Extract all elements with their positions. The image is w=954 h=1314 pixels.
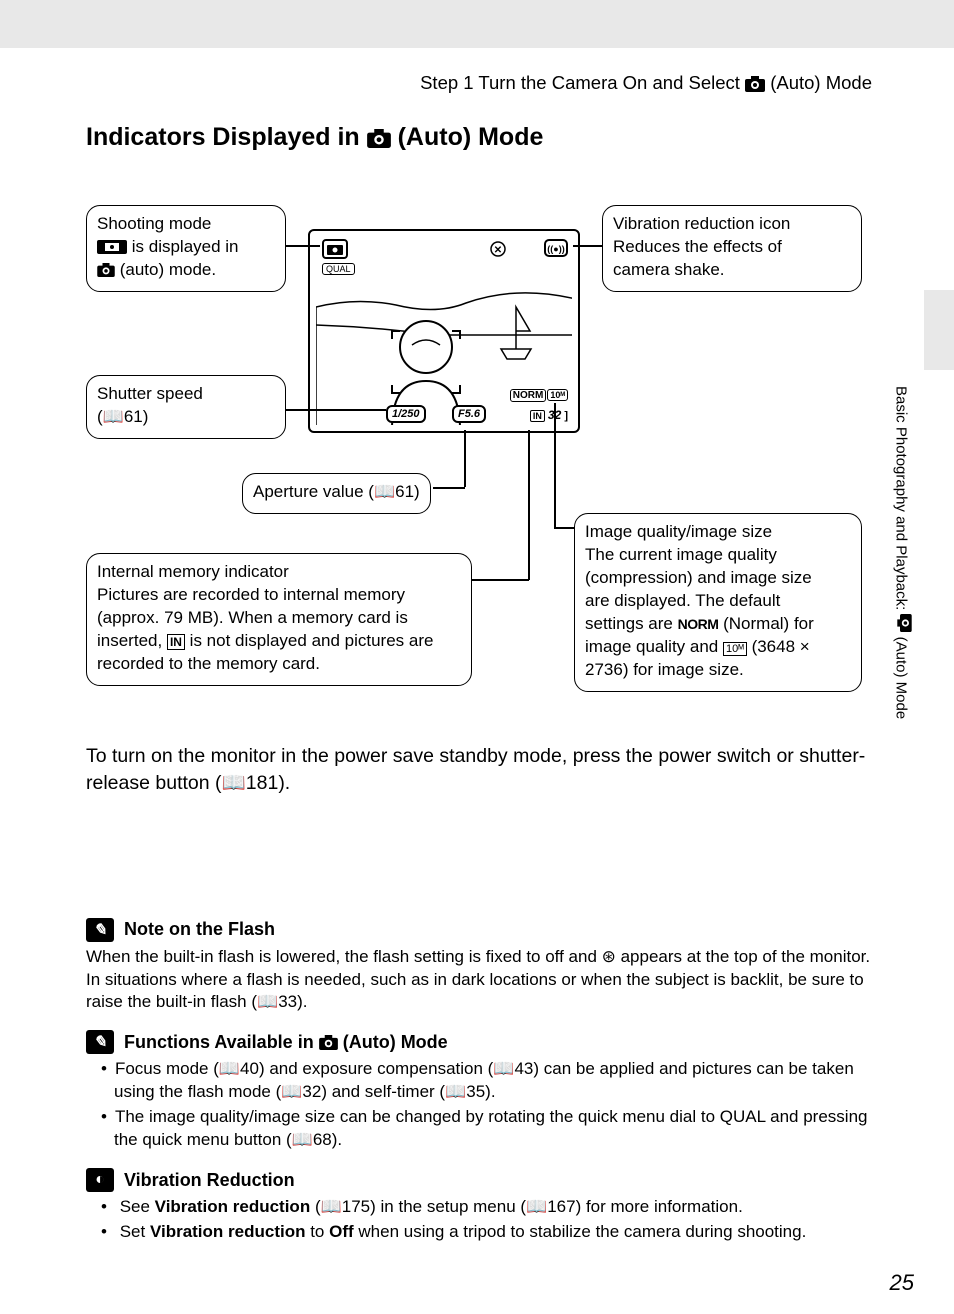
leader-line bbox=[554, 527, 574, 529]
body-paragraph: To turn on the monitor in the power save… bbox=[86, 743, 882, 798]
note-title: Functions Available in (Auto) Mode bbox=[124, 1032, 448, 1053]
callout-line: (compression) and image size bbox=[585, 567, 851, 590]
callout-line: settings are NORM (Normal) for bbox=[585, 613, 851, 636]
note-header: ✎ Note on the Flash bbox=[86, 918, 882, 942]
callout-line: (auto) mode. bbox=[97, 259, 275, 282]
callout-line: is displayed in bbox=[97, 236, 275, 259]
leader-line bbox=[573, 245, 603, 247]
norm-text-icon: NORM bbox=[678, 616, 719, 632]
callout-line: The current image quality bbox=[585, 544, 851, 567]
norm-size-indicator: NORM10ᴹ bbox=[510, 389, 568, 401]
camera-icon bbox=[367, 126, 391, 155]
callout-line: Internal memory indicator bbox=[97, 561, 461, 584]
note-title: Vibration Reduction bbox=[124, 1170, 295, 1191]
note-list: Focus mode (📖40) and exposure compensati… bbox=[86, 1058, 882, 1152]
callout-shooting-mode: Shooting mode is displayed in (auto) mod… bbox=[86, 205, 286, 292]
lcd-screen: QUAL ✕ ((●)) 1/250 F5.6 NORM10ᴹ IN 32 ] bbox=[308, 229, 580, 433]
leader-line bbox=[464, 430, 466, 487]
list-item: The image quality/image size can be chan… bbox=[86, 1106, 882, 1152]
callout-line: image quality and 10ᴹ (3648 × bbox=[585, 636, 851, 659]
list-item: Set Vibration reduction to Off when usin… bbox=[86, 1221, 882, 1244]
note-body: When the built-in flash is lowered, the … bbox=[86, 946, 882, 1015]
in-icon: IN bbox=[167, 634, 185, 650]
leader-line bbox=[554, 403, 556, 527]
note-vr: ◐ Vibration Reduction See Vibration redu… bbox=[86, 1168, 882, 1244]
leader-line bbox=[433, 487, 465, 489]
note-list: See Vibration reduction (📖175) in the se… bbox=[86, 1196, 882, 1244]
svg-text:((●)): ((●)) bbox=[547, 244, 564, 254]
info-icon: ◐ bbox=[86, 1168, 114, 1192]
step-text-post: (Auto) Mode bbox=[770, 72, 872, 93]
camera-icon bbox=[745, 75, 765, 97]
note-flash: ✎ Note on the Flash When the built-in fl… bbox=[86, 918, 882, 1015]
callout-line: recorded to the memory card. bbox=[97, 653, 461, 676]
step-header: Step 1 Turn the Camera On and Select (Au… bbox=[86, 72, 882, 97]
aperture-value: F5.6 bbox=[452, 405, 486, 423]
vr-indicator: ((●)) bbox=[544, 239, 568, 260]
note-header: ◐ Vibration Reduction bbox=[86, 1168, 882, 1192]
callout-line: (approx. 79 MB). When a memory card is bbox=[97, 607, 461, 630]
list-item: Focus mode (📖40) and exposure compensati… bbox=[86, 1058, 882, 1104]
svg-text:✕: ✕ bbox=[494, 245, 502, 256]
flash-off-indicator: ✕ bbox=[490, 241, 506, 260]
leader-line bbox=[286, 245, 320, 247]
list-item: See Vibration reduction (📖175) in the se… bbox=[86, 1196, 882, 1219]
page-number: 25 bbox=[890, 1270, 914, 1296]
callout-line: camera shake. bbox=[613, 259, 851, 282]
callout-internal-memory: Internal memory indicator Pictures are r… bbox=[86, 553, 472, 686]
note-title: Note on the Flash bbox=[124, 919, 275, 940]
callout-line: Image quality/image size bbox=[585, 521, 851, 544]
norm-label: NORM bbox=[510, 389, 547, 402]
leader-line bbox=[528, 430, 530, 580]
callout-shutter-speed: Shutter speed (📖61) bbox=[86, 375, 286, 439]
callout-line: Aperture value (📖61) bbox=[253, 482, 420, 501]
leader-line bbox=[472, 579, 529, 581]
callout-image-quality: Image quality/image size The current ima… bbox=[574, 513, 862, 692]
callout-line: Shooting mode bbox=[97, 213, 275, 236]
callout-line: Shutter speed bbox=[97, 383, 275, 406]
callout-line: 2736) for image size. bbox=[585, 659, 851, 682]
callout-line: Pictures are recorded to internal memory bbox=[97, 584, 461, 607]
callout-aperture: Aperture value (📖61) bbox=[242, 473, 431, 514]
callout-line: Vibration reduction icon bbox=[613, 213, 851, 236]
note-header: ✎ Functions Available in (Auto) Mode bbox=[86, 1030, 882, 1054]
step-text-pre: Step 1 Turn the Camera On and Select bbox=[420, 72, 745, 93]
size-icon: 10ᴹ bbox=[723, 642, 747, 656]
side-tab bbox=[924, 290, 954, 370]
shutter-value: 1/250 bbox=[386, 405, 426, 423]
pencil-icon: ✎ bbox=[86, 918, 114, 942]
page-title: Indicators Displayed in (Auto) Mode bbox=[86, 123, 882, 155]
qual-indicator: QUAL bbox=[322, 263, 355, 275]
note-functions: ✎ Functions Available in (Auto) Mode Foc… bbox=[86, 1030, 882, 1152]
callout-line: (📖61) bbox=[97, 406, 275, 429]
title-post: (Auto) Mode bbox=[398, 123, 544, 151]
side-chapter-label: Basic Photography and Playback: (Auto) M… bbox=[893, 386, 912, 719]
callout-line: inserted, IN is not displayed and pictur… bbox=[97, 630, 461, 653]
title-pre: Indicators Displayed in bbox=[86, 123, 367, 151]
callout-line: Reduces the effects of bbox=[613, 236, 851, 259]
callout-vibration-reduction: Vibration reduction icon Reduces the eff… bbox=[602, 205, 862, 292]
pencil-icon: ✎ bbox=[86, 1030, 114, 1054]
callout-line: are displayed. The default bbox=[585, 590, 851, 613]
indicator-diagram: QUAL ✕ ((●)) 1/250 F5.6 NORM10ᴹ IN 32 ] … bbox=[86, 205, 862, 725]
manual-page: Step 1 Turn the Camera On and Select (Au… bbox=[0, 48, 954, 1314]
leader-line bbox=[286, 409, 386, 411]
mode-indicator bbox=[322, 239, 348, 262]
memory-count-indicator: IN 32 ] bbox=[530, 408, 568, 422]
